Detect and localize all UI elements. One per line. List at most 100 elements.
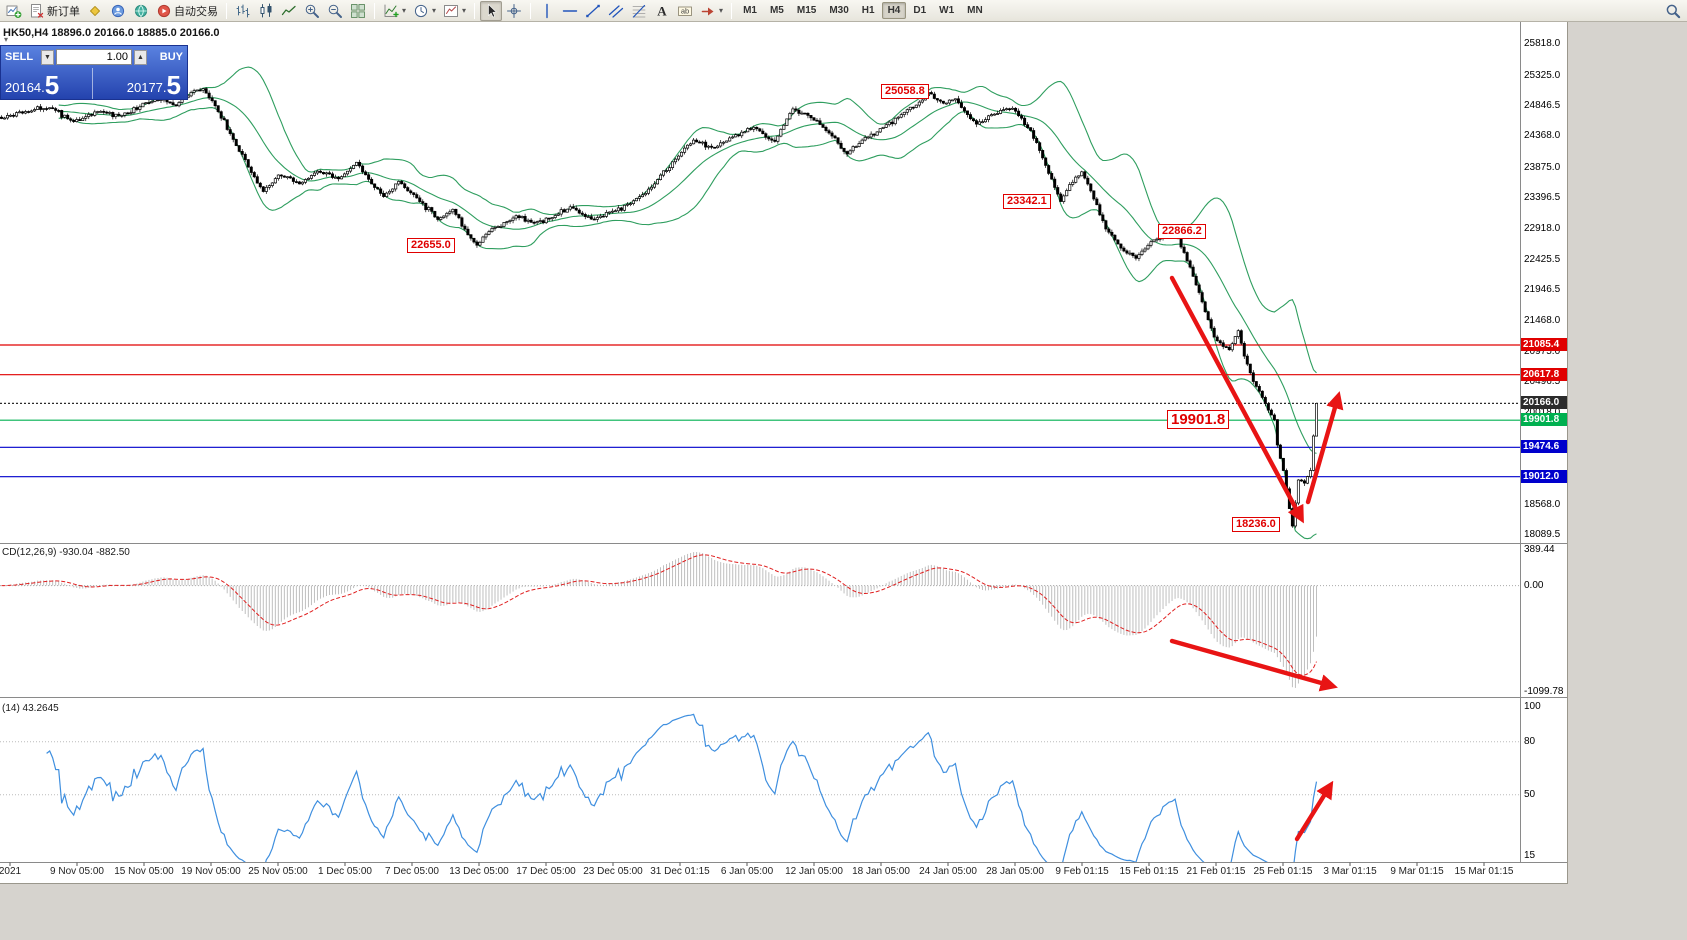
buy-button-label: BUY xyxy=(159,51,183,63)
channel-tool-button[interactable] xyxy=(605,1,627,21)
new-order-button-label: 新订单 xyxy=(47,5,80,18)
chevron-down-icon: ▾ xyxy=(432,6,437,15)
time-axis-label: 6 Jan 05:00 xyxy=(720,866,774,877)
horizontal-line-tool-button[interactable] xyxy=(559,1,581,21)
zoom-in-button[interactable] xyxy=(301,1,323,21)
candlestick-chart-button[interactable] xyxy=(255,1,277,21)
timeframe-m30-button[interactable]: M30 xyxy=(829,5,849,16)
periods-button[interactable]: ▾ xyxy=(410,1,439,21)
volume-decrease-button[interactable]: ▼ xyxy=(41,49,54,65)
price-axis-tick: 25818.0 xyxy=(1524,38,1561,50)
bar-chart-button[interactable] xyxy=(232,1,254,21)
time-axis-label: 9 Nov 05:00 xyxy=(50,866,104,877)
rsi-scale-label: 80 xyxy=(1524,735,1536,747)
price-annotation[interactable]: 23342.1 xyxy=(1003,194,1051,209)
trendline-tool-button[interactable] xyxy=(582,1,604,21)
volume-increase-button[interactable]: ▲ xyxy=(134,49,147,65)
label-tool-button[interactable]: ab xyxy=(674,1,696,21)
sell-price-small: 20164. xyxy=(5,80,45,95)
timeframe-m1-button[interactable]: M1 xyxy=(743,5,757,16)
buy-button[interactable]: 20177. 5 xyxy=(93,68,188,99)
time-axis-label: 15 Mar 01:15 xyxy=(1454,866,1514,877)
cursor-tool-button[interactable] xyxy=(480,0,503,21)
compass-icon xyxy=(89,5,101,16)
price-level-label: 19474.6 xyxy=(1521,440,1567,454)
buy-price-small: 20177. xyxy=(126,80,167,95)
shapes-icon xyxy=(701,7,714,15)
trendline-icon xyxy=(586,4,600,17)
time-axis-label: 13 Dec 05:00 xyxy=(449,866,509,877)
new-order-button[interactable]: 新订单 xyxy=(26,1,83,21)
macd-scale-label: 0.00 xyxy=(1524,579,1544,591)
candles-icon xyxy=(260,3,272,17)
price-axis-tick: 21946.5 xyxy=(1524,284,1561,296)
auto-trading-button[interactable]: 自动交易 xyxy=(153,1,221,21)
chart-title: HK50,H4 18896.0 20166.0 18885.0 20166.0 xyxy=(3,27,220,39)
search-button[interactable] xyxy=(1662,1,1684,21)
timeframe-m15-button[interactable]: M15 xyxy=(796,5,817,16)
time-axis-label: 12 Jan 05:00 xyxy=(785,866,843,877)
tile-windows-button[interactable] xyxy=(347,1,369,21)
newchart-icon xyxy=(6,5,22,18)
toolbar-separator xyxy=(474,2,476,19)
price-annotation[interactable]: 22866.2 xyxy=(1158,224,1206,239)
price-axis-tick: 23875.0 xyxy=(1524,161,1561,173)
price-axis-tick: 23396.5 xyxy=(1524,192,1561,204)
price-level-label: 20617.8 xyxy=(1521,367,1567,381)
price-annotation[interactable]: 25058.8 xyxy=(881,84,929,99)
sell-price-big: 5 xyxy=(44,70,60,100)
sell-button[interactable]: 20164. 5 xyxy=(1,68,92,99)
price-annotation[interactable]: 22655.0 xyxy=(407,238,455,253)
crosshair-tool-button[interactable] xyxy=(503,1,525,21)
cursor-icon xyxy=(488,3,497,17)
new-chart-button[interactable] xyxy=(3,1,25,21)
one-click-toggle[interactable]: ▾ xyxy=(4,35,9,44)
price-annotation[interactable]: 18236.0 xyxy=(1232,517,1280,532)
timeframe-m5-button[interactable]: M5 xyxy=(769,5,784,16)
zoom-out-button[interactable] xyxy=(324,1,346,21)
price-level-label: 19901.8 xyxy=(1521,413,1567,427)
templates-icon xyxy=(444,4,459,17)
autotrade-icon xyxy=(157,4,171,17)
time-axis-label: 19 Nov 05:00 xyxy=(181,866,241,877)
community-button[interactable] xyxy=(130,1,152,21)
volume-input[interactable] xyxy=(56,49,132,65)
price-axis-tick: 24368.0 xyxy=(1524,130,1561,142)
timeframe-mn-button[interactable]: MN xyxy=(967,5,983,16)
time-axis-label: 24 Jan 05:00 xyxy=(919,866,977,877)
timeframe-d1-button[interactable]: D1 xyxy=(913,5,927,16)
chevron-down-icon: ▾ xyxy=(719,6,724,15)
price-axis-tick: 18089.5 xyxy=(1524,529,1561,541)
time-axis-label: 31 Dec 01:15 xyxy=(650,866,710,877)
channel-icon xyxy=(608,4,624,18)
arrows-tool-button[interactable]: ▾ xyxy=(697,1,726,21)
price-annotation[interactable]: 19901.8 xyxy=(1167,410,1230,429)
sell-button-label: SELL xyxy=(5,51,34,63)
macd-scale-label: -1099.78 xyxy=(1524,686,1564,697)
vertical-line-tool-button[interactable] xyxy=(536,1,558,21)
vline-icon xyxy=(546,3,548,18)
toolbar-separator xyxy=(530,2,532,19)
text-tool-button[interactable]: A xyxy=(651,1,673,21)
templates-button[interactable]: ▾ xyxy=(440,1,469,21)
profiles-button[interactable] xyxy=(107,1,129,21)
fibonacci-tool-button[interactable] xyxy=(628,1,650,21)
timeframe-h1-button[interactable]: H1 xyxy=(861,5,875,16)
one-click-divider xyxy=(91,68,93,99)
time-axis-label: 18 Jan 05:00 xyxy=(852,866,910,877)
mql5-button[interactable] xyxy=(84,1,106,21)
auto-trading-button-label: 自动交易 xyxy=(174,5,218,18)
tile-icon xyxy=(351,3,365,18)
chevron-down-icon: ▾ xyxy=(462,6,467,15)
line-chart-button[interactable] xyxy=(278,1,300,21)
price-axis-tick: 22425.5 xyxy=(1524,253,1561,265)
timeframe-w1-button[interactable]: W1 xyxy=(939,5,955,16)
one-click-top-row: SELL ▼ ▲ BUY xyxy=(1,46,187,68)
indicators-button[interactable]: ▾ xyxy=(380,1,409,21)
price-axis-tick: 20496.5 xyxy=(1524,376,1561,388)
timeframe-h4-button[interactable]: H4 xyxy=(881,2,907,19)
one-click-trading-panel: SELL ▼ ▲ BUY 20164. 5 20177. 5 xyxy=(0,45,188,100)
